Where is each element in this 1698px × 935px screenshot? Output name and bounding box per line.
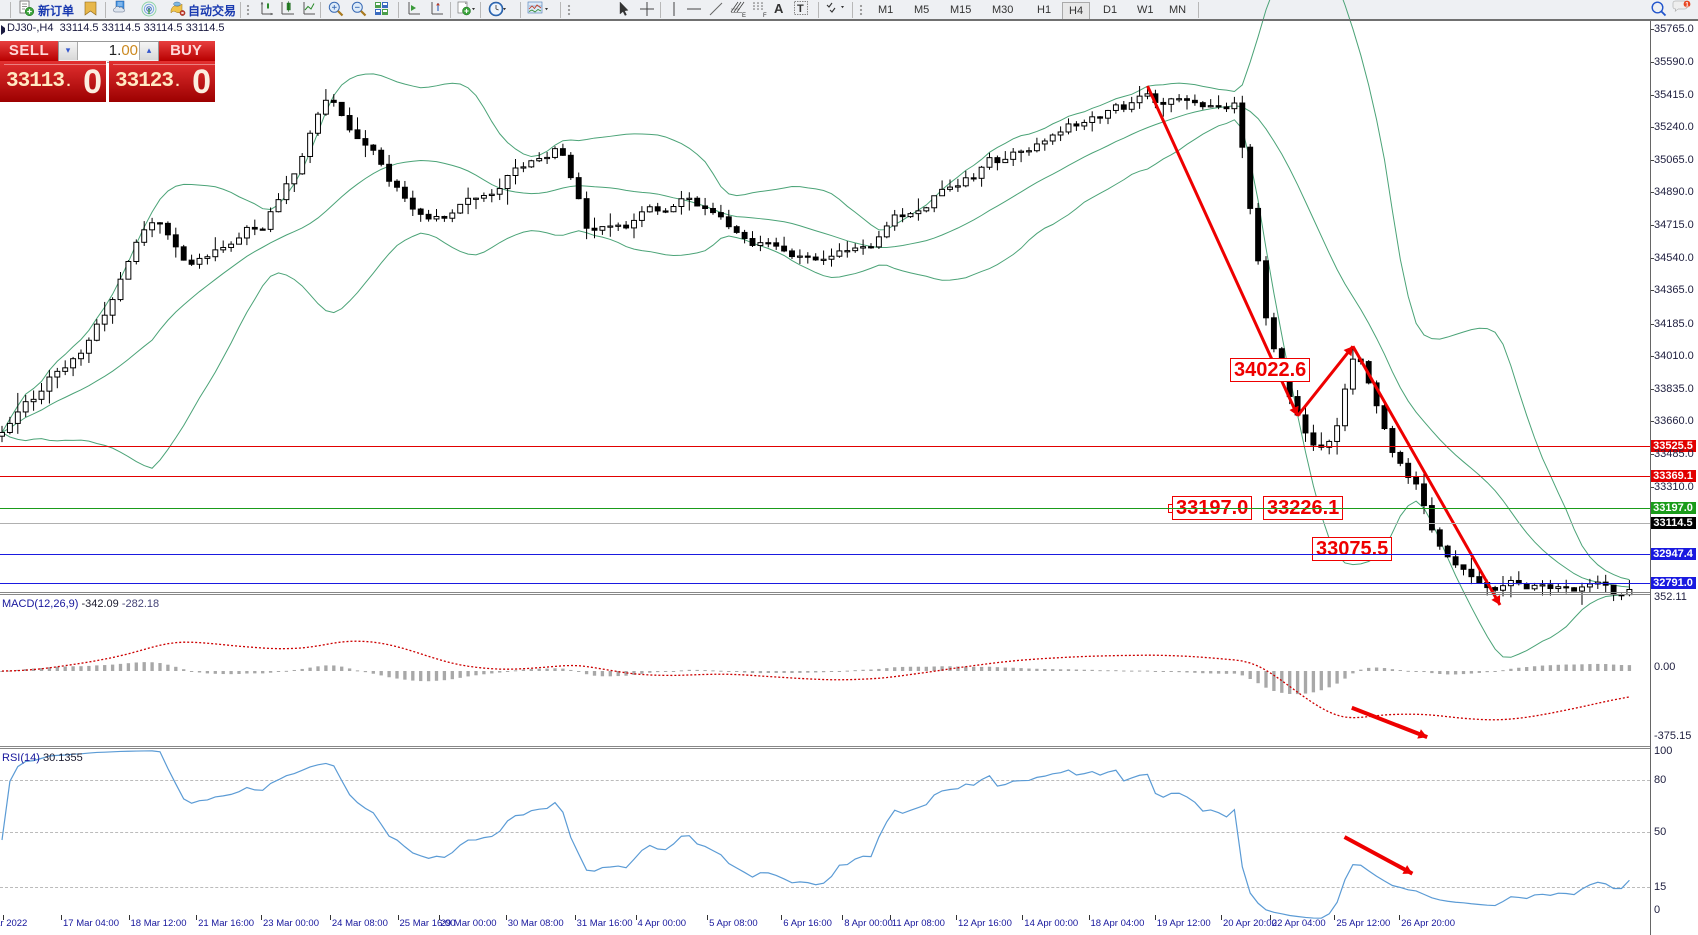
svg-text:1: 1 xyxy=(1685,1,1689,8)
svg-text:F: F xyxy=(763,13,767,18)
svg-text:E: E xyxy=(742,13,746,18)
svg-text:A: A xyxy=(774,1,784,16)
svg-text:T: T xyxy=(797,3,804,15)
